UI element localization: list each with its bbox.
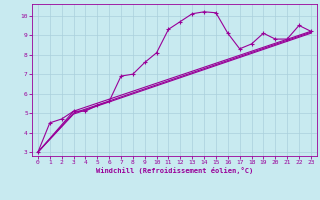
X-axis label: Windchill (Refroidissement éolien,°C): Windchill (Refroidissement éolien,°C): [96, 167, 253, 174]
